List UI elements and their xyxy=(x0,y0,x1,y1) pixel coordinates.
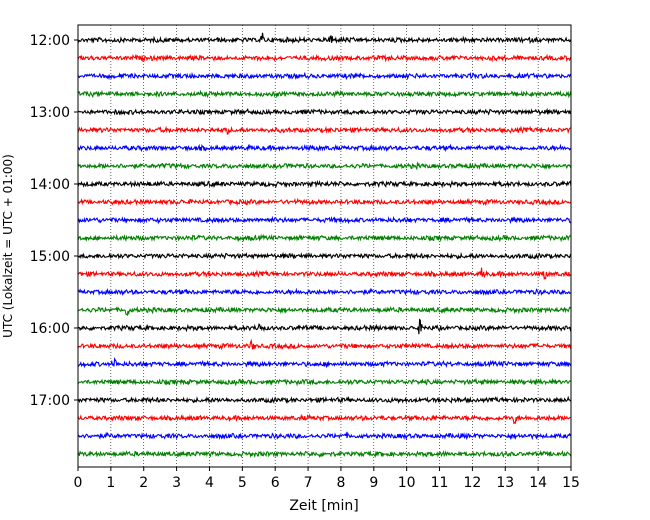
y-tick-label: 17:00 xyxy=(30,393,70,409)
seismogram-trace xyxy=(77,125,572,135)
x-tick-label: 1 xyxy=(106,475,115,491)
x-tick-label: 0 xyxy=(74,475,83,491)
seismogram-traces xyxy=(77,32,572,459)
seismogram-trace xyxy=(77,305,572,317)
y-tick-label: 13:00 xyxy=(30,105,70,121)
seismogram-trace xyxy=(77,32,572,45)
x-tick-label: 7 xyxy=(304,475,313,491)
seismogram-trace xyxy=(77,267,572,281)
seismogram-trace xyxy=(77,197,572,207)
seismogram-trace xyxy=(77,431,572,441)
x-tick-label: 3 xyxy=(172,475,181,491)
seismogram-trace xyxy=(77,71,572,81)
y-tick-label: 15:00 xyxy=(30,249,70,265)
x-axis-label: Zeit [min] xyxy=(289,498,358,514)
seismogram-trace xyxy=(77,318,572,335)
x-axis-ticks: 0 1 2 3 4 5 6 7 8 9 10 11 12 13 14 15 xyxy=(74,467,580,491)
seismogram-trace xyxy=(77,89,572,99)
seismogram-trace xyxy=(77,449,572,459)
x-tick-label: 4 xyxy=(205,475,214,491)
x-tick-label: 13 xyxy=(496,475,514,491)
y-tick-label: 14:00 xyxy=(30,177,70,193)
y-axis-label: UTC (Lokalzeit = UTC + 01:00) xyxy=(1,154,15,338)
seismogram-trace xyxy=(77,215,572,225)
seismogram-trace xyxy=(77,179,572,189)
x-tick-label: 6 xyxy=(271,475,280,491)
x-tick-label: 9 xyxy=(369,475,378,491)
y-tick-label: 12:00 xyxy=(30,33,70,49)
x-tick-label: 5 xyxy=(238,475,247,491)
seismogram-trace xyxy=(77,233,572,243)
seismogram-trace xyxy=(77,161,572,171)
seismogram-trace xyxy=(77,143,572,153)
x-tick-label: 10 xyxy=(398,475,416,491)
x-tick-label: 8 xyxy=(336,475,345,491)
x-tick-label: 15 xyxy=(562,475,580,491)
y-tick-label: 16:00 xyxy=(30,321,70,337)
seismogram-trace xyxy=(77,287,572,297)
seismogram-trace xyxy=(77,251,572,260)
x-tick-label: 12 xyxy=(463,475,481,491)
seismogram-trace xyxy=(77,107,572,117)
x-tick-label: 14 xyxy=(529,475,547,491)
seismogram-trace xyxy=(77,377,572,387)
seismogram-trace xyxy=(77,53,572,63)
x-tick-label: 11 xyxy=(431,475,449,491)
plot-frame xyxy=(77,24,572,468)
plot-area xyxy=(78,25,571,467)
seismogram-trace xyxy=(77,395,572,404)
seismogram-trace xyxy=(77,413,572,425)
seismogram-trace xyxy=(77,338,572,351)
y-axis-ticks: 12:00 13:00 14:00 15:00 16:00 17:00 xyxy=(30,33,78,409)
seismogram-trace xyxy=(77,356,572,369)
x-tick-label: 2 xyxy=(139,475,148,491)
